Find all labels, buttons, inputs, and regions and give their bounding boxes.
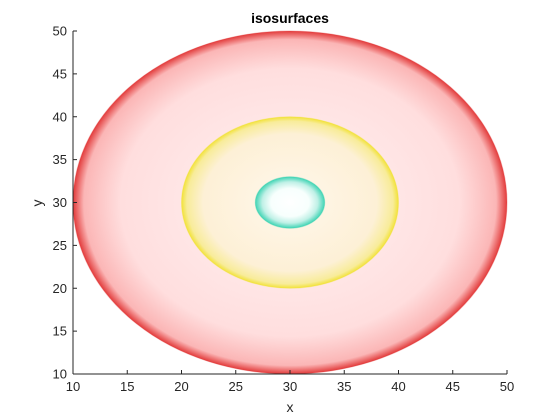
x-tick-label: 40 [391,379,405,394]
y-ticks: 10 15 20 25 30 35 40 45 50 [53,24,77,382]
y-tick-label: 20 [53,281,67,296]
x-axis-label: x [287,399,294,415]
x-tick-label: 10 [66,379,80,394]
y-tick-label: 15 [53,324,67,339]
y-tick-label: 40 [53,109,67,124]
y-tick-label: 25 [53,238,67,253]
x-tick-label: 35 [337,379,351,394]
x-tick-label: 25 [229,379,243,394]
x-tick-label: 50 [500,379,514,394]
x-tick-label: 30 [283,379,297,394]
y-tick-label: 45 [53,66,67,81]
y-axis-label: y [29,200,45,207]
y-tick-label: 30 [53,195,67,210]
x-ticks: 10 15 20 25 30 35 40 45 50 [66,370,514,394]
chart-title: isosurfaces [251,10,329,26]
isosurface-inner [254,176,326,229]
x-tick-label: 15 [120,379,134,394]
y-tick-label: 35 [53,152,67,167]
x-tick-label: 45 [446,379,460,394]
y-tick-label: 50 [53,24,67,39]
isosurface-layers [72,30,508,375]
y-tick-label: 10 [53,367,67,382]
x-tick-label: 20 [174,379,188,394]
